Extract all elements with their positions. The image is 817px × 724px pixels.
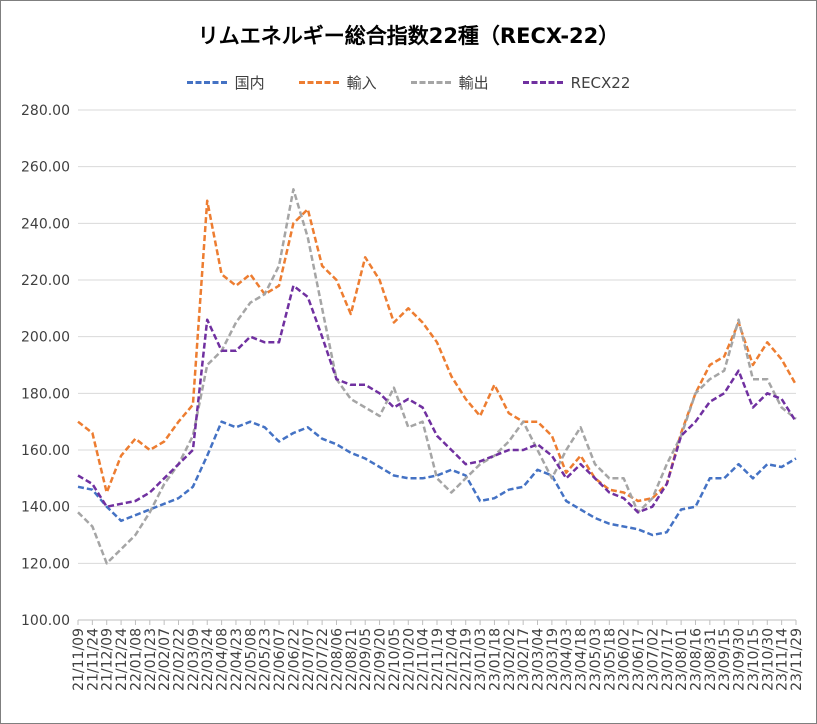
y-tick-label-0: 100.00 xyxy=(21,613,70,629)
legend-label-domestic: 国内 xyxy=(234,74,265,92)
legend: 国内 輸入 輸出 RECX22 xyxy=(0,72,817,93)
legend-item-domestic: 国内 xyxy=(186,72,265,93)
y-tick-label-4: 180.00 xyxy=(21,386,70,402)
y-tick-label-6: 220.00 xyxy=(21,273,70,289)
y-tick-label-5: 200.00 xyxy=(21,330,70,346)
x-tick-label-7: 22/02/22 xyxy=(172,628,188,691)
x-tick-label-8: 22/03/09 xyxy=(186,628,202,691)
x-tick-label-0: 21/11/09 xyxy=(71,628,87,691)
x-tick-label-47: 23/10/15 xyxy=(746,628,762,691)
series-line-3 xyxy=(77,284,798,514)
x-tick-label-37: 23/05/18 xyxy=(602,628,618,691)
x-tick-label-32: 23/03/04 xyxy=(531,628,547,691)
x-tick-label-6: 22/02/07 xyxy=(157,628,173,691)
x-tick-label-23: 22/10/20 xyxy=(401,628,417,691)
x-tick-label-1: 21/11/24 xyxy=(85,628,101,691)
x-tick-label-48: 23/10/30 xyxy=(760,628,776,691)
chart-title: リムエネルギー総合指数22種（RECX-22） xyxy=(197,24,620,48)
x-tick-label-44: 23/08/31 xyxy=(703,628,719,691)
y-tick-label-9: 280.00 xyxy=(21,103,70,119)
x-tick-label-22: 22/10/05 xyxy=(387,628,403,691)
x-tick-label-4: 22/01/08 xyxy=(128,628,144,691)
y-tick-label-1: 120.00 xyxy=(21,556,70,572)
legend-swatch-import xyxy=(298,81,339,84)
x-tick-label-17: 22/07/22 xyxy=(315,628,331,691)
legend-item-recx22: RECX22 xyxy=(522,72,631,93)
x-tick-label-43: 23/08/16 xyxy=(688,628,704,691)
y-tick-label-3: 160.00 xyxy=(21,443,70,459)
x-tick-label-42: 23/08/01 xyxy=(674,628,690,691)
x-tick-label-15: 22/06/22 xyxy=(286,628,302,691)
x-tick-label-21: 22/09/20 xyxy=(373,628,389,691)
x-tick-label-16: 22/07/07 xyxy=(301,628,317,691)
x-tick-label-5: 22/01/23 xyxy=(143,628,159,691)
x-tick-label-19: 22/08/21 xyxy=(344,628,360,691)
series-line-0 xyxy=(77,420,797,537)
x-tick-label-14: 22/06/07 xyxy=(272,628,288,691)
x-tick-label-49: 23/11/14 xyxy=(775,628,791,691)
series-line-2 xyxy=(77,188,797,565)
y-tick-label-8: 260.00 xyxy=(21,160,70,176)
x-tick-label-39: 23/06/17 xyxy=(631,628,647,691)
legend-label-recx22: RECX22 xyxy=(570,73,631,92)
x-tick-label-36: 23/05/03 xyxy=(588,628,604,691)
legend-swatch-recx22 xyxy=(522,81,563,84)
x-tick-label-25: 22/11/19 xyxy=(430,628,446,691)
x-tick-label-18: 22/08/06 xyxy=(329,628,345,691)
x-tick-label-24: 22/11/04 xyxy=(416,628,432,691)
x-tick-label-20: 22/09/05 xyxy=(358,628,374,691)
legend-label-export: 輸出 xyxy=(458,74,489,92)
x-tick-label-31: 23/02/17 xyxy=(516,628,532,691)
legend-swatch-export xyxy=(410,81,451,84)
x-tick-label-38: 23/06/02 xyxy=(617,628,633,691)
legend-swatch-domestic xyxy=(186,81,227,84)
x-tick-label-29: 23/01/18 xyxy=(487,628,503,691)
x-tick-label-28: 23/01/03 xyxy=(473,628,489,691)
x-tick-label-33: 23/03/19 xyxy=(545,628,561,691)
x-tick-label-45: 23/09/15 xyxy=(717,628,733,691)
x-tick-label-2: 21/12/09 xyxy=(100,628,116,691)
x-tick-label-12: 22/05/08 xyxy=(243,628,259,691)
x-tick-label-30: 23/02/02 xyxy=(502,628,518,691)
x-tick-label-34: 23/04/03 xyxy=(559,628,575,691)
y-tick-label-7: 240.00 xyxy=(21,216,70,232)
x-tick-label-11: 22/04/23 xyxy=(229,628,245,691)
legend-label-import: 輸入 xyxy=(346,74,377,92)
x-tick-label-26: 22/12/04 xyxy=(444,628,460,691)
x-tick-label-41: 23/07/17 xyxy=(660,628,676,691)
x-tick-label-3: 21/12/24 xyxy=(114,628,130,691)
legend-item-export: 輸出 xyxy=(410,72,489,93)
x-tick-label-50: 23/11/29 xyxy=(789,628,805,691)
legend-item-import: 輸入 xyxy=(298,72,377,93)
x-tick-label-9: 22/03/24 xyxy=(200,628,216,691)
x-tick-label-10: 22/04/08 xyxy=(215,628,231,691)
y-tick-label-2: 140.00 xyxy=(21,500,70,516)
x-tick-label-46: 23/09/30 xyxy=(732,628,748,691)
x-tick-label-40: 23/07/02 xyxy=(645,628,661,691)
x-tick-label-27: 22/12/19 xyxy=(459,628,475,691)
x-tick-label-35: 23/04/18 xyxy=(574,628,590,691)
x-tick-label-13: 22/05/23 xyxy=(258,628,274,691)
